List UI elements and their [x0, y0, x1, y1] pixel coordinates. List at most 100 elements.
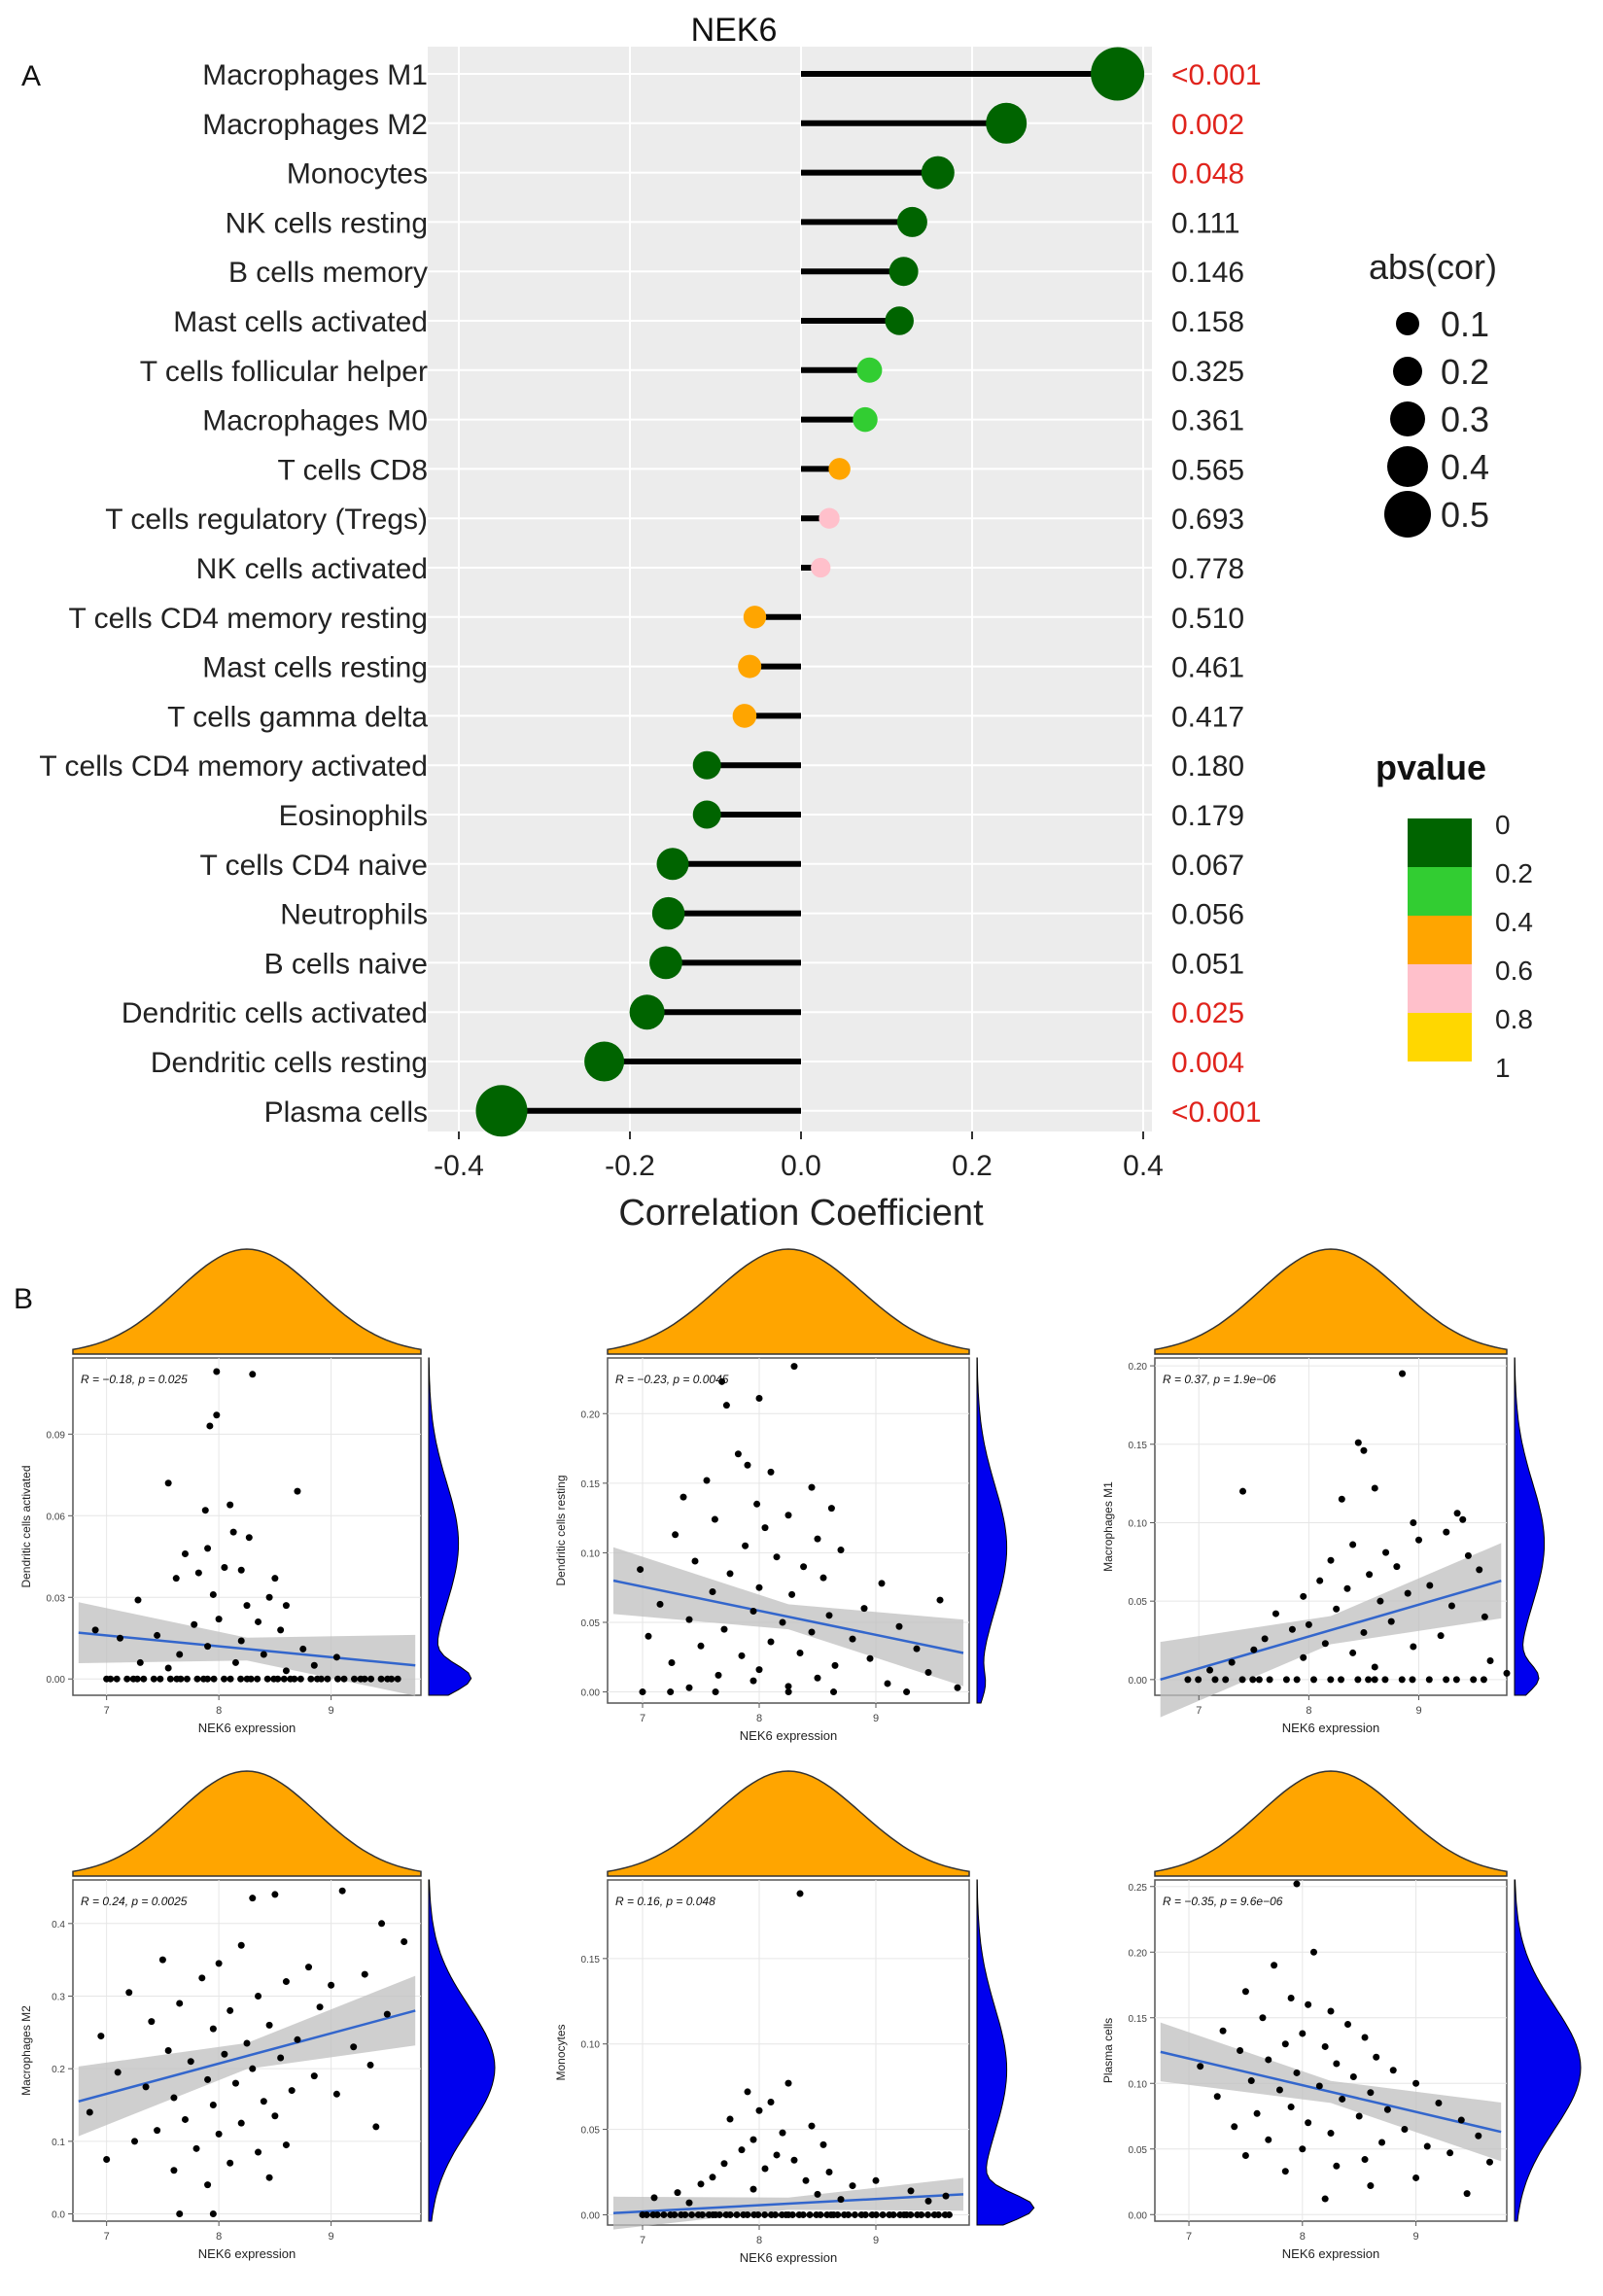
data-point — [103, 2156, 111, 2164]
y-tick-label: 0.0 — [52, 2210, 65, 2221]
data-point — [271, 1575, 279, 1583]
data-point — [1338, 1495, 1345, 1503]
data-point — [1486, 1656, 1494, 1664]
data-point — [1305, 1620, 1312, 1628]
data-point — [324, 1675, 331, 1683]
color-legend-label: 0.2 — [1495, 858, 1533, 888]
data-point — [1309, 1676, 1317, 1684]
lollipop-point — [811, 557, 831, 578]
data-point — [1354, 1439, 1362, 1446]
data-point — [784, 1688, 792, 1696]
data-point — [788, 2210, 796, 2218]
x-tick-label: 7 — [1186, 2231, 1192, 2243]
lollipop-point — [738, 654, 762, 678]
data-point — [350, 2043, 358, 2051]
data-point — [639, 1688, 646, 1696]
data-point — [215, 1960, 223, 1967]
data-point — [280, 1675, 288, 1683]
y-tick-label: 0.15 — [1129, 1441, 1148, 1451]
data-point — [755, 1666, 763, 1674]
data-point — [1287, 1995, 1295, 2001]
data-point — [97, 2033, 105, 2040]
y-tick-label: 0.00 — [1129, 1676, 1148, 1687]
data-point — [237, 2119, 245, 2127]
data-point — [954, 1684, 961, 1691]
data-point — [133, 1675, 141, 1683]
row-label: Monocytes — [287, 158, 428, 191]
lollipop-row: Dendritic cells resting 0.004 — [151, 1041, 1244, 1082]
row-label: Eosinophils — [279, 800, 428, 832]
lollipop-row: Macrophages M0 0.361 — [202, 405, 1244, 437]
data-point — [1321, 1640, 1329, 1648]
data-point — [204, 1545, 212, 1552]
y-tick-label: 0.09 — [47, 1430, 66, 1441]
data-point — [378, 1920, 386, 1928]
data-point — [1299, 2030, 1307, 2037]
x-axis-title: NEK6 expression — [198, 1721, 296, 1735]
data-point — [245, 1534, 253, 1542]
data-point — [164, 2047, 172, 2054]
data-point — [282, 1667, 290, 1675]
y-tick-label: 0.15 — [581, 1955, 601, 1966]
x-axis-title: NEK6 expression — [1282, 1721, 1379, 1735]
data-point — [201, 1507, 209, 1514]
p-value-label: 0.048 — [1171, 158, 1244, 191]
data-point — [720, 1625, 728, 1633]
data-point — [150, 1675, 157, 1683]
data-point — [1485, 2158, 1493, 2166]
x-tick-label: 7 — [640, 2235, 645, 2246]
lollipop-row: B cells naive 0.051 — [264, 946, 1244, 980]
x-tick-label: 7 — [104, 1705, 110, 1717]
lollipop-point — [651, 896, 685, 930]
data-point — [107, 1675, 115, 1683]
data-point — [213, 1411, 221, 1419]
size-legend: abs(cor) 0.1 0.2 0.3 0.4 0.5 — [1369, 247, 1497, 538]
data-point — [1222, 1676, 1230, 1684]
data-point — [1247, 2077, 1255, 2085]
data-point — [753, 1500, 761, 1508]
data-point — [784, 1683, 792, 1690]
data-point — [767, 2098, 775, 2105]
x-tick-label: 8 — [216, 2231, 222, 2243]
data-point — [672, 1531, 680, 1539]
x-tick-label: 7 — [104, 2231, 110, 2243]
p-value-label: 0.565 — [1171, 454, 1244, 486]
data-point — [170, 2167, 178, 2174]
data-point — [254, 1675, 261, 1683]
data-point — [1333, 1605, 1341, 1613]
x-axis-title: NEK6 expression — [740, 2250, 837, 2265]
scatter-plot-6: 7 8 9 0.00 0.05 0.10 0.15 0.20 0.25 NEK6 expressi… — [1101, 1770, 1582, 2261]
correlation-stat: R = −0.23, p = 0.0045 — [615, 1373, 729, 1386]
data-point — [808, 2122, 816, 2130]
p-value-label: 0.325 — [1171, 356, 1244, 388]
data-point — [86, 2108, 93, 2116]
data-point — [1333, 2060, 1341, 2068]
x-marginal-density — [1154, 1770, 1508, 1877]
lollipop-point — [692, 800, 721, 829]
row-label: Mast cells activated — [173, 306, 428, 338]
size-legend-dot — [1387, 446, 1428, 487]
correlation-stat: R = 0.16, p = 0.048 — [615, 1895, 715, 1908]
data-point — [1321, 2042, 1329, 2050]
x-marginal-density — [607, 1248, 970, 1355]
data-point — [351, 1675, 359, 1683]
lollipop-point — [856, 357, 883, 383]
lollipop-row: Neutrophils 0.056 — [280, 896, 1244, 931]
x-tick-label: 0.0 — [781, 1150, 821, 1182]
x-axis-title: NEK6 expression — [1282, 2246, 1379, 2261]
lollipop-row: T cells regulatory (Tregs) 0.693 — [105, 504, 1244, 536]
data-point — [767, 1468, 775, 1476]
regression-line — [612, 1579, 964, 1654]
data-point — [825, 1612, 833, 1619]
data-point — [294, 1487, 301, 1495]
data-point — [316, 2003, 324, 2011]
data-point — [265, 1593, 273, 1601]
data-point — [1265, 2056, 1272, 2064]
lollipop-point — [885, 306, 914, 335]
data-point — [819, 2140, 827, 2148]
lollipop-row: Dendritic cells activated 0.025 — [122, 994, 1244, 1030]
lollipop-row: T cells follicular helper 0.325 — [140, 356, 1244, 388]
lollipop-row: B cells memory 0.146 — [228, 257, 1244, 289]
p-value-label: 0.004 — [1171, 1047, 1244, 1079]
data-point — [744, 1461, 751, 1469]
